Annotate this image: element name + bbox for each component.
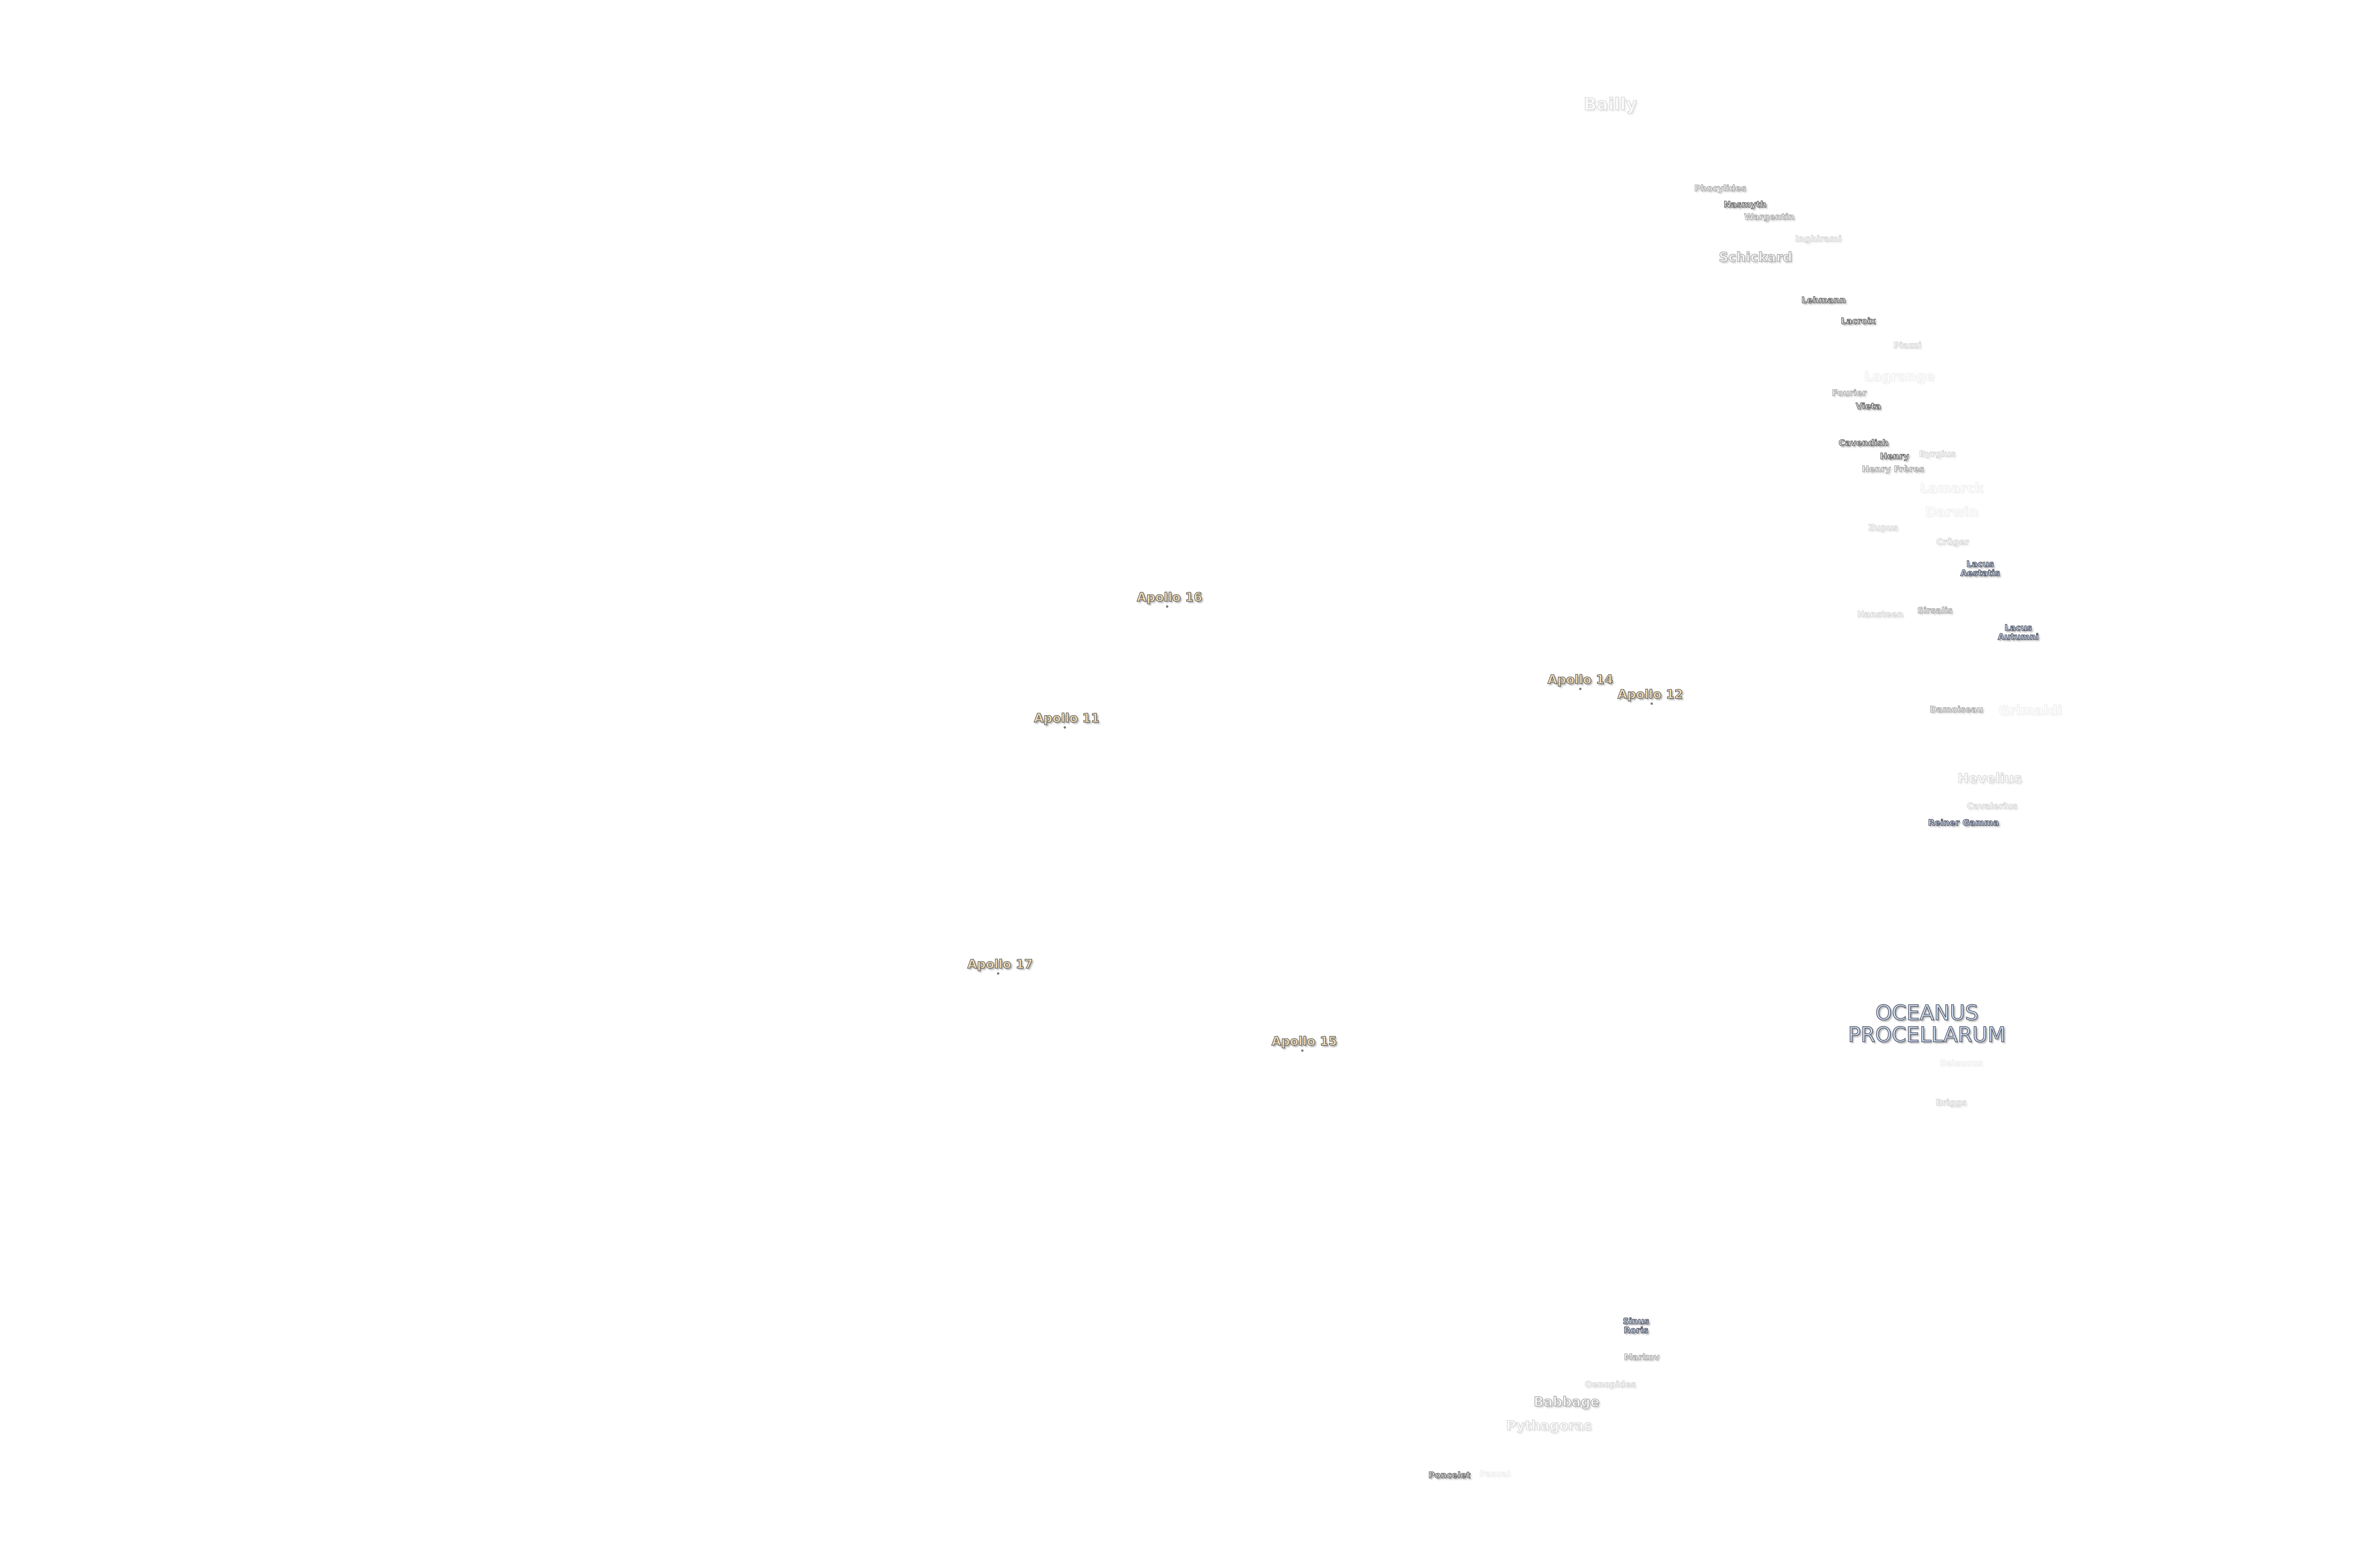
crater-label-phocylides[interactable]: Phocylides: [1694, 183, 1746, 194]
mare-label-line: Lacus: [1966, 559, 1994, 570]
crater-label-henry[interactable]: Henry: [1880, 451, 1909, 462]
landing-site-label-apollo14[interactable]: Apollo 14: [1547, 672, 1614, 687]
crater-label-markov[interactable]: Markov: [1624, 1352, 1660, 1363]
crater-label-lamarck[interactable]: Lamarck: [1919, 480, 1983, 496]
crater-label-hevelius[interactable]: Hevelius: [1957, 770, 2023, 786]
landing-site-marker-icon[interactable]: [1063, 726, 1066, 729]
landing-site-label-apollo11[interactable]: Apollo 11: [1034, 711, 1100, 726]
crater-label-henry-freres[interactable]: Henry Frères: [1862, 464, 1924, 474]
crater-label-damoiseau[interactable]: Damoiseau: [1929, 704, 1983, 715]
crater-label-schickard[interactable]: Schickard: [1718, 249, 1793, 265]
crater-label-lehmann[interactable]: Lehmann: [1801, 295, 1846, 306]
crater-label-lagrange[interactable]: Lagrange: [1864, 368, 1935, 384]
crater-label-oenopides[interactable]: Oenopides: [1585, 1379, 1636, 1390]
mare-label-line: Autumni: [1997, 632, 2039, 642]
mare-label-line: OCEANUS: [1875, 1000, 1979, 1025]
crater-label-hansteen[interactable]: Hansteen: [1857, 609, 1904, 620]
crater-label-darwin[interactable]: Darwin: [1925, 504, 1979, 520]
landing-site-label-apollo17[interactable]: Apollo 17: [967, 957, 1033, 972]
mare-label-oceanus-procellarum[interactable]: OCEANUS PROCELLARUM: [1848, 1000, 2006, 1047]
crater-label-bailly[interactable]: Bailly: [1583, 95, 1637, 115]
mare-label-lacus-autumni[interactable]: Lacus Autumni: [1997, 623, 2039, 642]
landing-site-marker-icon[interactable]: [1166, 605, 1169, 608]
crater-label-inghirami[interactable]: Inghirami: [1795, 234, 1842, 244]
crater-label-wargentin[interactable]: Wargentin: [1744, 212, 1795, 222]
mare-label-line: Aestatis: [1960, 568, 2000, 578]
landing-site-label-apollo15[interactable]: Apollo 15: [1271, 1034, 1338, 1049]
landing-site-marker-icon[interactable]: [997, 972, 1000, 975]
mare-label-lacus-aestatis[interactable]: Lacus Aestatis: [1960, 560, 2000, 578]
crater-label-pythagoras[interactable]: Pythagoras: [1506, 1417, 1592, 1433]
mare-label-line: Roris: [1623, 1325, 1648, 1335]
crater-label-zupus[interactable]: Zupus: [1868, 523, 1898, 533]
crater-label-pascal[interactable]: Pascal: [1479, 1469, 1510, 1479]
mare-label-sinus-roris[interactable]: Sinus Roris: [1623, 1316, 1650, 1335]
mare-label-line: Lacus: [2004, 623, 2032, 633]
crater-label-briggs[interactable]: Briggs: [1935, 1097, 1967, 1108]
crater-label-seleucus[interactable]: Seleucus: [1939, 1058, 1983, 1068]
mare-label-reiner-gamma[interactable]: Reiner Gamma: [1928, 818, 1999, 828]
crater-label-sirsalis[interactable]: Sirsalis: [1917, 605, 1953, 616]
crater-label-byrgius[interactable]: Byrgius: [1919, 449, 1956, 459]
crater-label-vieta[interactable]: Vieta: [1855, 401, 1881, 412]
crater-label-babbage[interactable]: Babbage: [1533, 1394, 1600, 1410]
mare-label-line: Sinus: [1623, 1316, 1650, 1327]
crater-label-cavendish[interactable]: Cavendish: [1838, 438, 1889, 448]
landing-site-label-apollo12[interactable]: Apollo 12: [1617, 687, 1684, 702]
crater-label-cavalerius[interactable]: Cavalerius: [1966, 801, 2018, 811]
crater-label-lacroix[interactable]: Lacroix: [1841, 316, 1876, 326]
landing-site-label-apollo16[interactable]: Apollo 16: [1137, 590, 1203, 605]
landing-site-marker-icon[interactable]: [1650, 702, 1653, 705]
crater-label-nasmyth[interactable]: Nasmyth: [1723, 199, 1766, 210]
landing-site-marker-icon[interactable]: [1301, 1049, 1304, 1052]
crater-label-cruger[interactable]: Crüger: [1936, 537, 1969, 547]
landing-site-marker-icon[interactable]: [1579, 688, 1582, 690]
mare-label-line: PROCELLARUM: [1848, 1023, 2006, 1047]
crater-label-grimaldi[interactable]: Grimaldi: [1998, 702, 2063, 718]
crater-label-poncelet[interactable]: Poncelet: [1428, 1470, 1471, 1481]
crater-label-piazzi[interactable]: Piazzi: [1893, 340, 1922, 351]
crater-label-fourier[interactable]: Fourier: [1832, 388, 1867, 398]
